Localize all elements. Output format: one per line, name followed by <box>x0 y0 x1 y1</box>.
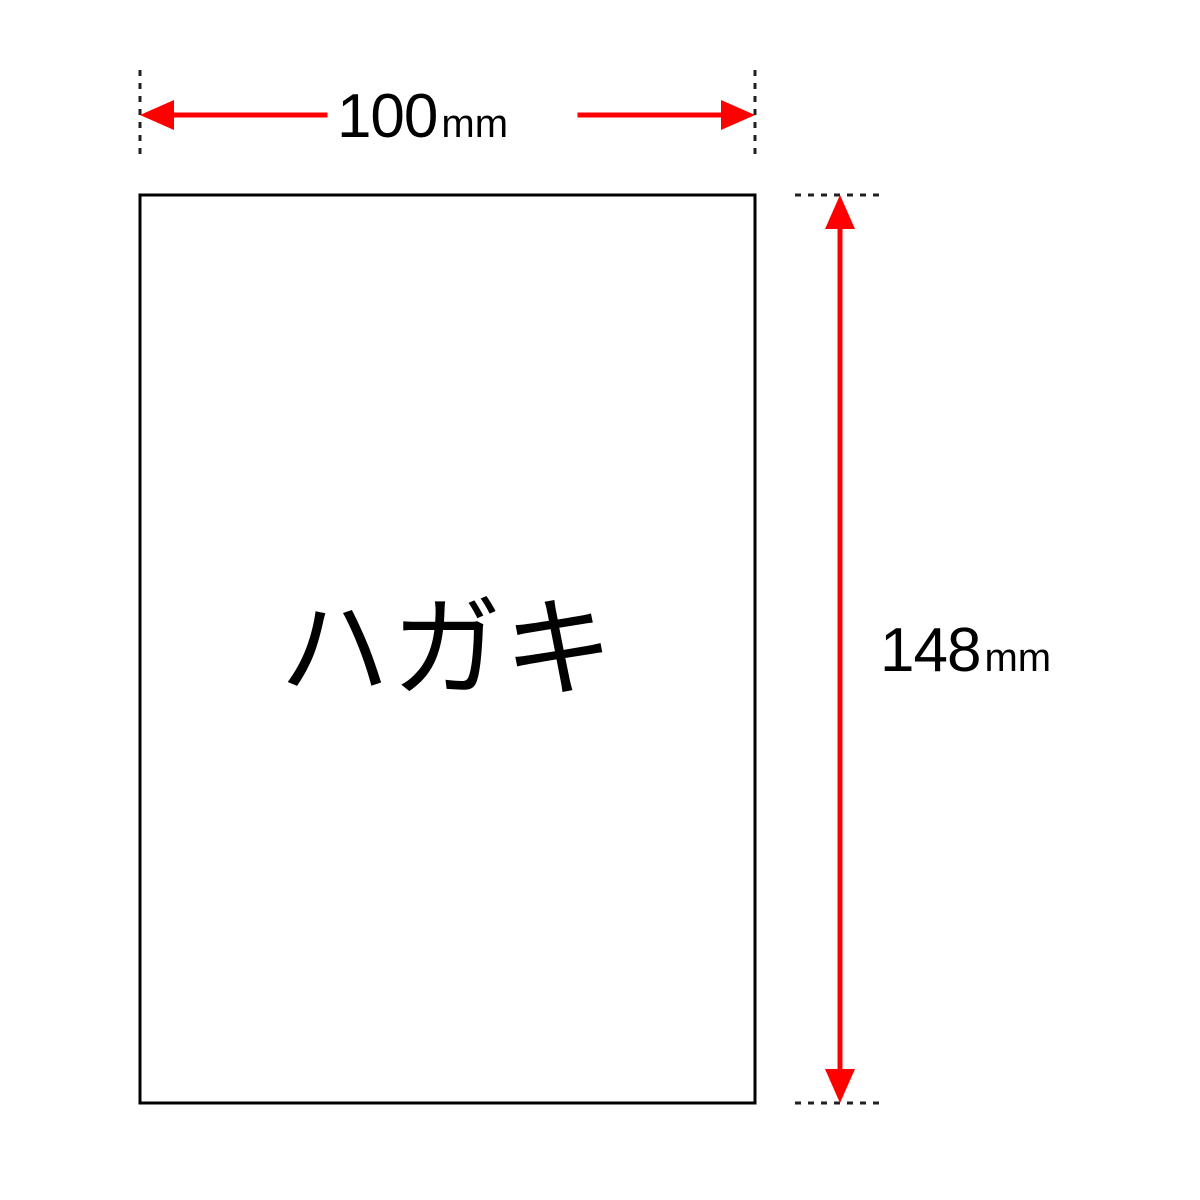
height-dimension: 148mm <box>880 616 1051 685</box>
paper-size-diagram: ハガキ 100mm 148mm <box>0 0 1200 1200</box>
diagram-svg: ハガキ 100mm 148mm <box>0 0 1200 1200</box>
height-arrowhead-top <box>825 195 855 229</box>
width-arrowhead-right <box>721 100 755 130</box>
paper-label: ハガキ <box>280 588 616 711</box>
width-arrowhead-left <box>140 100 174 130</box>
width-dimension: 100mm <box>337 82 508 151</box>
height-arrowhead-bottom <box>825 1069 855 1103</box>
